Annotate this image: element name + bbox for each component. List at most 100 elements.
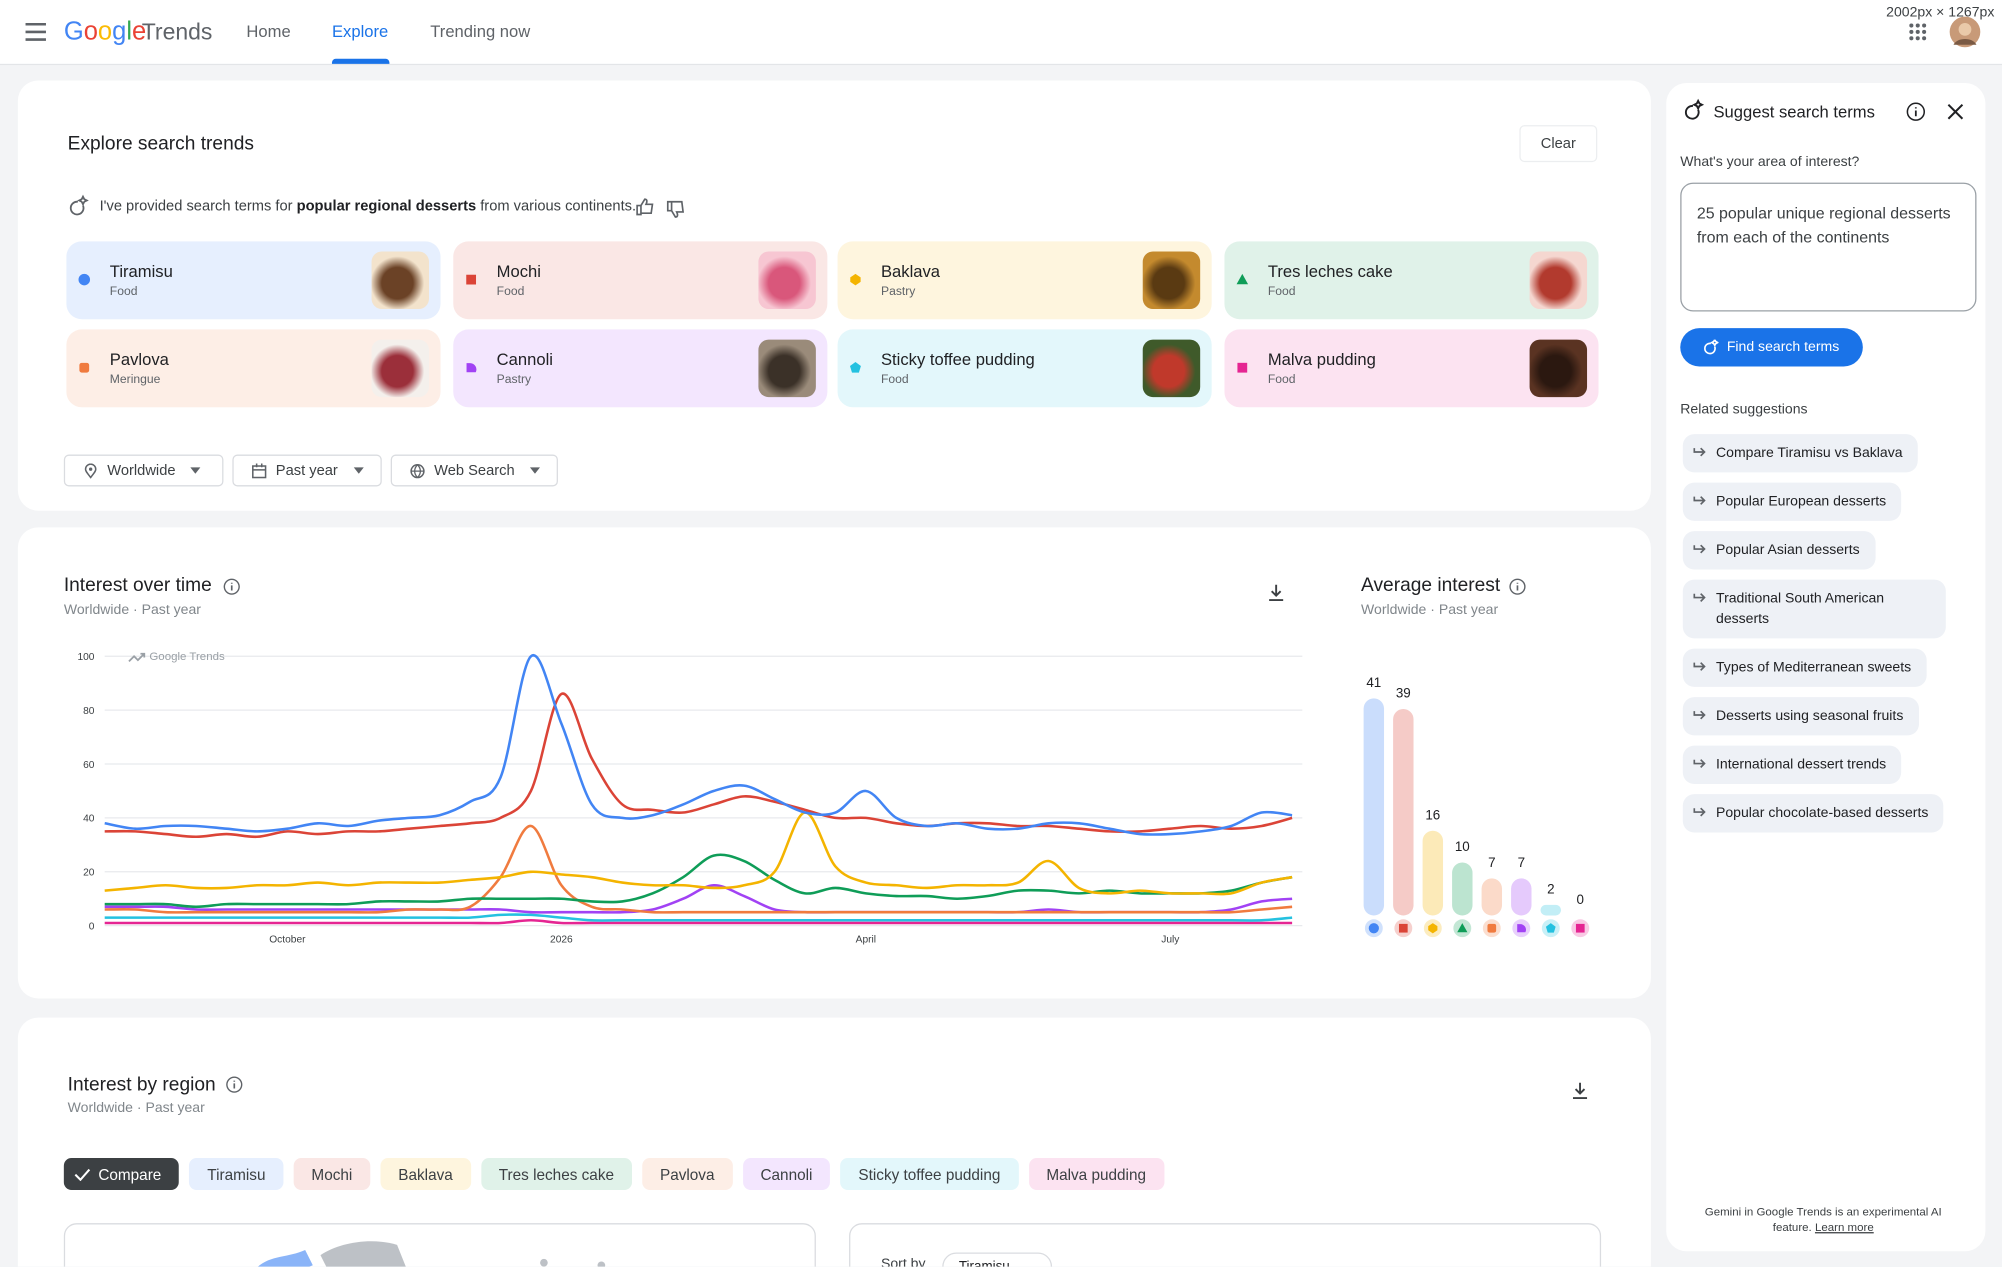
logo-letter: l: [126, 17, 133, 46]
bar-chart: 41 39 16 10 7 7 2 0: [1363, 675, 1590, 938]
logo[interactable]: Google: [64, 19, 146, 45]
x-tick-label: October: [269, 934, 306, 945]
term-chip[interactable]: Mochi: [293, 1158, 371, 1190]
term-chip[interactable]: Cannoli: [742, 1158, 831, 1190]
term-card[interactable]: Sticky toffee pudding Food: [837, 329, 1212, 408]
logo-product[interactable]: Trends: [141, 19, 213, 45]
term-card[interactable]: Mochi Food: [453, 241, 828, 320]
chart-title: Average interest: [1361, 574, 1501, 597]
marker: [1575, 923, 1585, 933]
marker: [1237, 362, 1248, 373]
bar: [1540, 904, 1562, 916]
footer-text: Gemini in Google Trends is an experiment…: [1704, 1205, 1942, 1234]
term-image: [1142, 251, 1201, 309]
close-icon[interactable]: [1947, 103, 1964, 120]
compare-chip[interactable]: Compare: [63, 1158, 180, 1190]
thumbs-up[interactable]: [636, 198, 654, 216]
note-text: from various continents.: [476, 199, 637, 215]
marker: [1487, 923, 1497, 933]
download-icon[interactable]: [1268, 584, 1285, 602]
suggestion-icon: [1693, 710, 1706, 720]
region-title: Interest by region: [67, 1073, 216, 1096]
term-chip[interactable]: Baklava: [380, 1158, 471, 1190]
marker: [1236, 273, 1249, 285]
suggestion-chip[interactable]: Popular European desserts: [1682, 482, 1902, 521]
learn-more[interactable]: Learn more: [1814, 1220, 1874, 1234]
series-line: [104, 913, 1293, 922]
term-chip[interactable]: Tres leches cake: [480, 1158, 632, 1190]
x-tick-label: July: [1161, 934, 1180, 945]
term-marker: [1237, 362, 1248, 373]
term-chip[interactable]: Sticky toffee pudding: [840, 1158, 1019, 1190]
suggest-title: Suggest search terms: [1713, 102, 1875, 122]
suggestion-chip[interactable]: Popular chocolate-based desserts: [1682, 794, 1944, 833]
y-tick-label: 80: [83, 706, 95, 717]
location-filter[interactable]: Worldwide: [63, 454, 224, 487]
nav-trending[interactable]: Trending now: [430, 21, 531, 41]
term-chip[interactable]: Tiramisu: [189, 1158, 284, 1190]
logo-letter: g: [112, 17, 127, 46]
nav-explore[interactable]: Explore: [331, 21, 389, 41]
find-button[interactable]: Find search terms: [1680, 328, 1863, 367]
info-icon[interactable]: [226, 1076, 243, 1093]
suggestion-icon: [1693, 496, 1706, 505]
thumbs-down[interactable]: [666, 200, 685, 218]
time-filter[interactable]: Past year: [232, 454, 382, 487]
marker: [1398, 923, 1408, 933]
calendar-icon: [252, 462, 267, 478]
download-icon[interactable]: [1572, 1082, 1589, 1100]
input-text: 25 popular unique regional desserts from…: [1696, 204, 1951, 247]
x-tick-label: April: [856, 934, 876, 945]
apps-icon[interactable]: [1909, 23, 1927, 41]
x-tick-label: 2026: [550, 934, 573, 945]
suggestion-icon: [1693, 544, 1706, 554]
term-card[interactable]: Pavlova Meringue: [66, 329, 441, 408]
header: [0, 0, 2002, 66]
caret: [353, 467, 364, 474]
suggestion-chip[interactable]: Traditional South American desserts: [1682, 579, 1946, 639]
sparkle-icon: [1684, 98, 1705, 120]
marker: [1368, 923, 1379, 934]
bar-value-label: 2: [1547, 881, 1554, 896]
clear-button[interactable]: Clear: [1519, 125, 1598, 163]
marker: [466, 363, 477, 373]
term-chip[interactable]: Malva pudding: [1028, 1158, 1164, 1190]
term-name: Baklava: [880, 261, 941, 281]
term-chip[interactable]: Pavlova: [642, 1158, 733, 1190]
term-card[interactable]: Tres leches cake Food: [1224, 241, 1599, 320]
search-type-filter[interactable]: Web Search: [390, 454, 558, 487]
info-icon[interactable]: [1509, 578, 1526, 595]
bar: [1363, 698, 1385, 916]
bar-value-label: 7: [1518, 855, 1525, 870]
arrow: [1693, 759, 1706, 768]
bar: [1481, 878, 1503, 916]
info-icon[interactable]: [1906, 102, 1926, 121]
series-line: [104, 853, 1293, 909]
arrow: [1693, 447, 1706, 457]
suggestion-icon: [1693, 662, 1706, 671]
suggestion-chip[interactable]: Popular Asian desserts: [1682, 531, 1875, 570]
suggestion-chip[interactable]: International dessert trends: [1682, 745, 1902, 784]
region-chips: Compare Tiramisu Mochi Baklava Tres leches …: [63, 1158, 1164, 1190]
marker: [466, 274, 477, 285]
info-icon[interactable]: [223, 578, 240, 595]
term-category: Pastry: [496, 372, 532, 387]
related-title: Related suggestions: [1680, 402, 1808, 418]
suggestion-chip[interactable]: Desserts using seasonal fruits: [1682, 697, 1919, 736]
term-card[interactable]: Cannoli Pastry: [453, 329, 828, 408]
term-card[interactable]: Tiramisu Food: [66, 241, 441, 320]
interest-input[interactable]: 25 popular unique regional desserts from…: [1680, 182, 1977, 312]
arrow: [1693, 710, 1706, 720]
pin-icon: [84, 462, 97, 479]
logo-letter: o: [83, 17, 98, 46]
suggestion-chip[interactable]: Compare Tiramisu vs Baklava: [1682, 434, 1918, 473]
size-overlay: 2002px × 1267px: [1886, 5, 1995, 21]
menu-icon[interactable]: [25, 22, 46, 41]
nav-home[interactable]: Home: [246, 21, 291, 41]
avatar[interactable]: [1949, 16, 1981, 48]
suggestion-chip[interactable]: Types of Mediterranean sweets: [1682, 648, 1927, 687]
region-panel: [17, 1017, 1651, 1267]
term-marker: [78, 273, 91, 286]
term-card[interactable]: Baklava Pastry: [837, 241, 1212, 320]
term-card[interactable]: Malva pudding Food: [1224, 329, 1599, 408]
